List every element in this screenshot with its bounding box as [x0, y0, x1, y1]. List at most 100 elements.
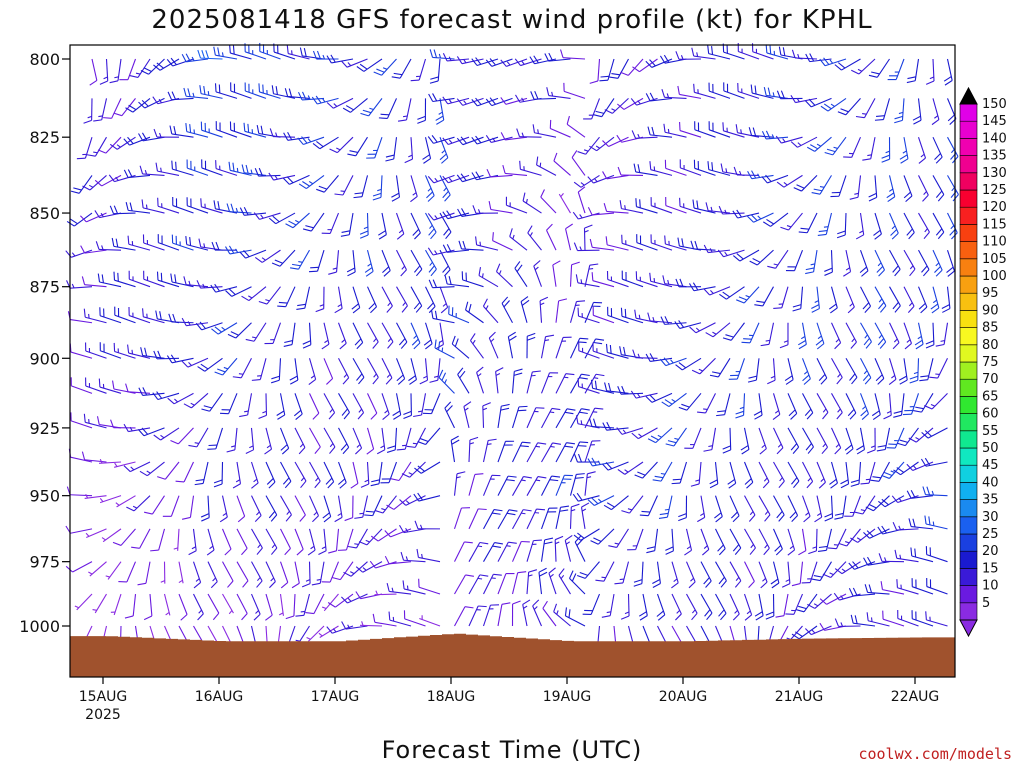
wind-barb	[155, 162, 180, 176]
wind-barb	[621, 270, 644, 288]
wind-barb	[141, 199, 165, 214]
wind-barb	[417, 427, 441, 446]
wind-barb	[497, 602, 511, 627]
wind-barb	[860, 286, 872, 313]
wind-barb	[845, 322, 857, 349]
wind-barb	[265, 495, 278, 522]
wind-barb	[583, 98, 601, 120]
wind-barb	[321, 593, 339, 612]
wind-barb	[115, 495, 136, 508]
wind-barb	[582, 593, 601, 615]
wind-barb	[439, 249, 451, 277]
wind-barb	[744, 495, 756, 522]
wind-barb	[92, 593, 107, 614]
wind-barb	[627, 528, 644, 551]
colorbar-min-arrow	[959, 619, 978, 638]
wind-barb	[754, 286, 774, 307]
wind-barb	[264, 322, 282, 345]
wind-barb	[210, 283, 238, 293]
colorbar-segment	[959, 378, 978, 397]
wind-barb	[671, 593, 682, 621]
colorbar-segment	[959, 103, 978, 122]
wind-barb	[817, 528, 833, 552]
wind-barb	[787, 427, 800, 455]
wind-barb	[558, 568, 571, 595]
wind-barb	[80, 245, 107, 254]
wind-barb	[296, 286, 311, 310]
wind-barb	[906, 489, 934, 499]
wind-barb	[485, 58, 513, 67]
colorbar-label: 115	[982, 217, 1007, 232]
wind-barb	[855, 98, 876, 119]
wind-barb	[946, 249, 955, 277]
wind-barb	[85, 377, 107, 394]
wind-barb	[497, 403, 510, 428]
wind-barb	[456, 173, 484, 183]
wind-barb	[888, 358, 897, 385]
wind-barb	[620, 594, 630, 620]
wind-barb	[286, 44, 310, 60]
wind-barb	[354, 495, 369, 519]
colorbar-label: 45	[982, 458, 999, 473]
wind-barb	[647, 427, 673, 444]
wind-barb	[886, 175, 896, 203]
wind-barb	[350, 461, 359, 489]
x-axis: 15AUG 2025 16AUG 17AUG 18AUG 19AUG 20AUG 21AUG 2…	[79, 677, 939, 723]
wind-barb	[639, 495, 659, 517]
wind-barb	[128, 307, 151, 324]
wind-barb	[520, 296, 530, 323]
wind-barb	[322, 495, 332, 523]
wind-barb	[514, 261, 528, 288]
wind-barb	[569, 261, 580, 287]
wind-barb	[575, 274, 600, 288]
wind-barb	[226, 427, 238, 453]
wind-barb	[338, 427, 350, 455]
wind-barb	[280, 495, 292, 522]
wind-barb	[917, 286, 928, 314]
wind-barb	[482, 438, 497, 463]
wind-barb	[268, 172, 296, 181]
wind-barb	[911, 578, 934, 595]
wind-barb	[99, 458, 122, 464]
wind-barb	[70, 377, 93, 394]
wind-barb	[321, 322, 330, 350]
wind-barb	[352, 427, 363, 455]
wind-barb	[181, 357, 209, 368]
wind-barb	[186, 159, 209, 176]
wind-barb	[79, 212, 107, 223]
wind-barb	[239, 249, 267, 259]
wind-barb	[69, 343, 93, 359]
wind-barb	[328, 250, 340, 275]
wind-barb	[366, 427, 375, 455]
wind-barb	[546, 223, 557, 251]
wind-barb	[924, 392, 948, 410]
wind-barb	[602, 171, 629, 180]
wind-barb	[410, 322, 421, 350]
wind-barb	[471, 97, 499, 107]
wind-barb	[512, 509, 532, 530]
wind-barb	[819, 593, 847, 605]
wind-barb	[588, 418, 615, 429]
wind-barb	[714, 495, 723, 523]
wind-barb	[468, 605, 487, 627]
wind-barb	[762, 212, 789, 227]
wind-barb	[103, 98, 122, 119]
wind-barb	[617, 97, 644, 110]
wind-barb	[563, 82, 586, 99]
wind-barb	[213, 46, 238, 60]
wind-barb	[331, 561, 354, 581]
wind-barb	[617, 461, 644, 475]
wind-barb	[338, 393, 350, 420]
wind-barb	[772, 393, 781, 421]
wind-barb	[773, 286, 789, 309]
colorbar-segment	[959, 447, 978, 466]
colorbar-label: 50	[982, 441, 999, 456]
y-tick-label: 825	[29, 128, 60, 147]
wind-barb	[935, 322, 949, 347]
wind-barb	[206, 528, 215, 556]
wind-barb	[692, 199, 716, 214]
wind-barb	[497, 509, 518, 530]
wind-barb	[595, 561, 615, 582]
colorbar-segment	[959, 327, 978, 346]
wind-barb	[334, 175, 354, 196]
